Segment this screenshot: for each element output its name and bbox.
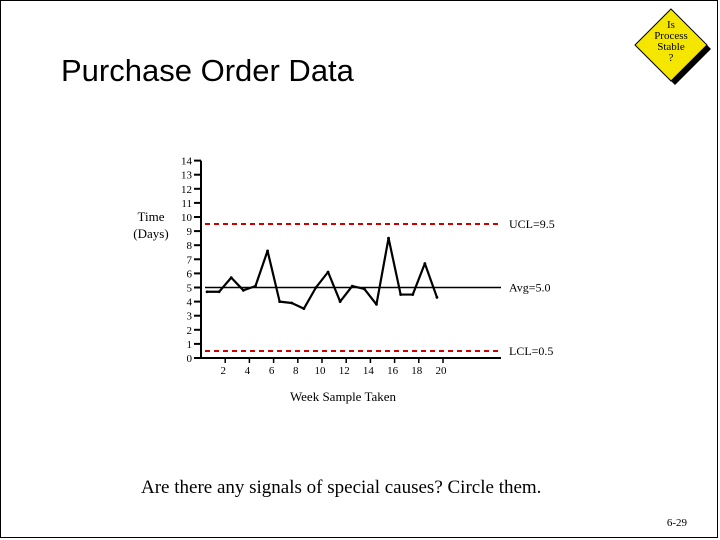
y-tick-label: 6 [187, 268, 193, 280]
data-point [435, 295, 439, 299]
data-point [266, 249, 269, 253]
data-point [362, 287, 366, 291]
x-tick-label: 20 [436, 365, 448, 377]
y-tick-label: 7 [187, 254, 193, 266]
x-axis-label: Week Sample Taken [290, 389, 397, 404]
badge-text: Is Process Stable ? [633, 20, 709, 64]
x-tick-label: 18 [411, 365, 423, 377]
badge-line: Stable [657, 41, 685, 53]
x-tick-label: 2 [220, 365, 226, 377]
y-tick-label: 12 [181, 184, 192, 196]
y-tick-label: 14 [181, 156, 193, 168]
badge-line: Process [654, 30, 688, 42]
reference-label: UCL=9.5 [509, 217, 555, 231]
y-tick-label: 5 [187, 283, 193, 295]
diamond-icon [634, 8, 711, 85]
x-tick-label: 16 [387, 365, 399, 377]
x-tick-label: 10 [315, 365, 327, 377]
x-tick-label: 4 [245, 365, 251, 377]
page-number: 6-29 [666, 517, 687, 529]
data-point [350, 284, 354, 288]
data-point [314, 286, 318, 289]
process-stable-badge: Is Process Stable ? [633, 7, 713, 87]
reference-label: LCL=0.5 [509, 344, 553, 358]
y-axis-label: Time [138, 209, 165, 224]
data-point [217, 290, 221, 294]
data-point [423, 262, 427, 265]
data-series-line [207, 237, 438, 310]
y-tick-label: 9 [187, 226, 193, 238]
y-tick-label: 13 [181, 170, 193, 182]
x-tick-label: 6 [269, 365, 275, 377]
badge-line: ? [668, 52, 674, 64]
x-tick-label: 8 [293, 365, 299, 377]
data-point [399, 293, 403, 296]
y-tick-label: 8 [187, 240, 193, 252]
y-tick-label: 10 [181, 212, 193, 224]
data-point [254, 284, 257, 288]
x-tick-label: 12 [339, 365, 350, 377]
data-point [387, 236, 390, 240]
data-point [302, 307, 306, 311]
data-point [411, 293, 415, 296]
data-point [375, 303, 378, 306]
badge-line: Is [667, 19, 675, 31]
data-point [241, 288, 245, 292]
slide-title: Purchase Order Data [61, 53, 354, 88]
reference-label: Avg=5.0 [509, 281, 551, 295]
data-point [229, 276, 233, 280]
data-point [326, 270, 330, 274]
y-tick-label: 4 [187, 297, 193, 309]
y-tick-label: 1 [187, 339, 193, 351]
data-point [205, 290, 209, 294]
y-tick-label: 0 [187, 353, 193, 365]
y-axis-label: (Days) [133, 226, 168, 241]
data-point [278, 300, 282, 303]
question-text: Are there any signals of special causes?… [141, 477, 542, 498]
data-point [338, 300, 342, 303]
y-tick-label: 11 [181, 198, 192, 210]
x-tick-label: 14 [363, 365, 375, 377]
data-point [290, 301, 294, 305]
y-tick-label: 2 [187, 325, 193, 337]
y-tick-label: 3 [187, 311, 193, 323]
